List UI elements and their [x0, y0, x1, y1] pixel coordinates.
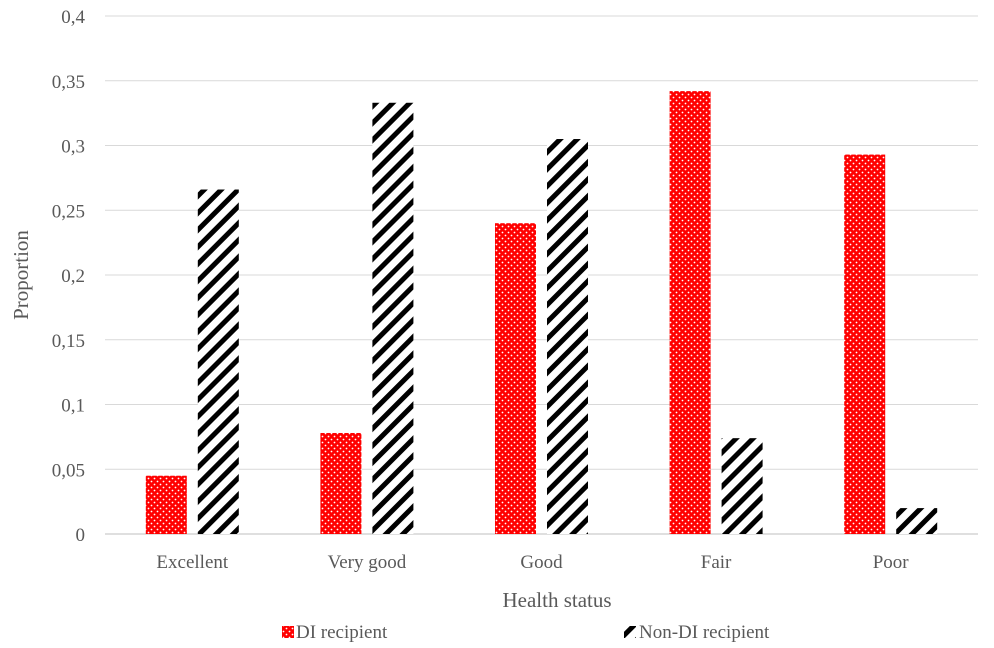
y-tick-label: 0,1 [61, 396, 85, 417]
legend-label: DI recipient [296, 622, 388, 643]
gridlines [105, 15, 978, 535]
x-tick-labels: Excellent Very good Good Fair Poor [156, 552, 909, 573]
y-tick-label: 0,3 [61, 137, 85, 158]
bar-di-recipient-good [495, 223, 536, 534]
x-tick-label: Fair [701, 552, 732, 573]
bar-di-recipient-excellent [145, 475, 187, 534]
bar-non-di-recipient-good [547, 139, 588, 534]
y-tick-label: 0 [76, 525, 86, 546]
x-tick-label: Very good [328, 552, 407, 573]
x-tick-label: Good [520, 552, 563, 573]
y-tick-label: 0,15 [52, 331, 85, 352]
y-tick-label: 0,05 [52, 460, 85, 481]
y-axis-title: Proportion [9, 230, 33, 320]
bar-non-di-recipient-excellent [197, 189, 239, 534]
bar-di-recipient-poor [844, 154, 886, 534]
x-axis-title: Health status [502, 588, 611, 612]
x-tick-label: Poor [873, 552, 910, 573]
legend-label: Non-DI recipient [639, 622, 770, 643]
y-tick-label: 0,25 [52, 201, 85, 222]
legend-swatch-di-recipient [282, 626, 294, 638]
y-tick-labels: 0 0,05 0,1 0,15 0,2 0,25 0,3 0,35 0,4 [52, 7, 86, 546]
bar-di-recipient-fair [669, 91, 711, 535]
bars [145, 91, 938, 535]
x-tick-label: Excellent [156, 552, 228, 573]
bar-non-di-recipient-poor [896, 508, 938, 534]
y-tick-label: 0,2 [61, 266, 85, 287]
legend: DI recipient Non-DI recipient [282, 622, 770, 643]
bar-non-di-recipient-very-good [372, 102, 414, 534]
bar-non-di-recipient-fair [721, 438, 763, 534]
bar-di-recipient-very-good [320, 432, 362, 534]
y-tick-label: 0,4 [61, 7, 85, 28]
legend-swatch-non-di-recipient [624, 626, 636, 638]
y-tick-label: 0,35 [52, 72, 85, 93]
